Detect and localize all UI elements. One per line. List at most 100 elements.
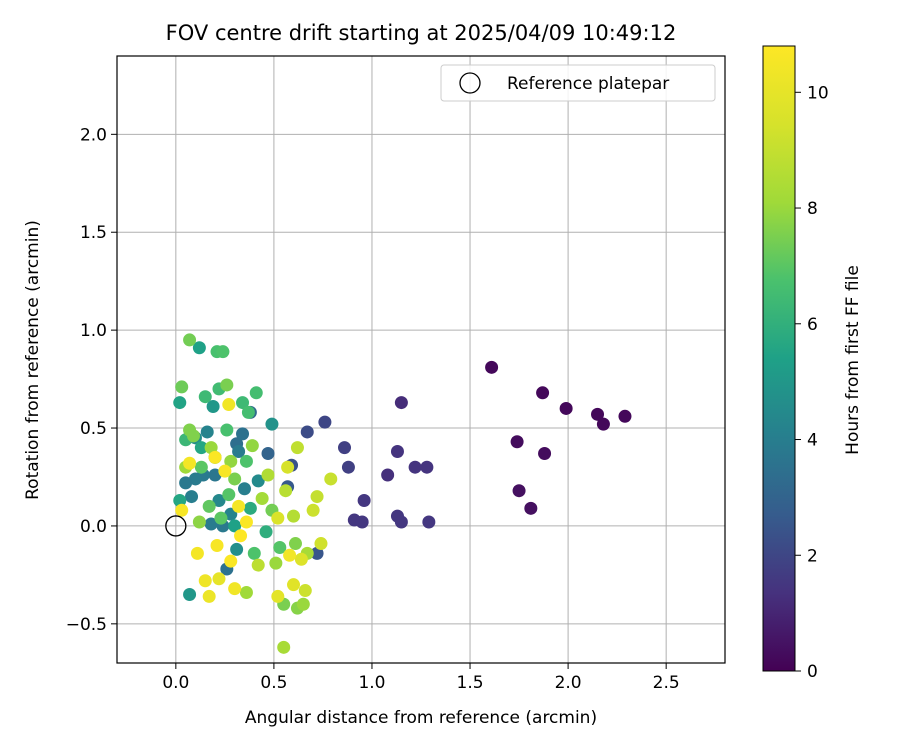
data-point: [394, 396, 408, 410]
data-point: [202, 589, 216, 603]
data-point: [251, 474, 265, 488]
data-point: [228, 472, 242, 486]
data-point: [232, 499, 246, 513]
colorbar-tick-label: 6: [807, 315, 818, 335]
data-point: [512, 484, 526, 498]
data-point: [271, 589, 285, 603]
data-point: [173, 396, 187, 410]
legend-box: [440, 64, 716, 102]
data-point: [224, 554, 238, 568]
data-point: [283, 548, 297, 562]
data-point: [216, 345, 230, 359]
data-point: [485, 360, 499, 374]
data-point: [261, 468, 275, 482]
data-point: [510, 435, 524, 449]
data-point: [212, 572, 226, 586]
data-point: [357, 493, 371, 507]
data-point: [310, 546, 324, 560]
x-axis-label: Angular distance from reference (arcmin): [245, 708, 597, 728]
data-point: [524, 501, 538, 515]
colorbar-tick-label: 4: [807, 431, 818, 451]
y-tick-label: 0.5: [80, 419, 107, 439]
data-point: [241, 405, 255, 419]
data-point: [408, 460, 422, 474]
data-point: [183, 333, 197, 347]
colorbar-tick-label: 0: [807, 662, 818, 682]
data-point: [194, 441, 208, 455]
data-point: [208, 450, 222, 464]
data-point: [261, 446, 275, 460]
data-point: [381, 468, 395, 482]
data-point: [536, 386, 550, 400]
x-tick-label: 0.0: [162, 673, 189, 693]
data-point: [290, 441, 304, 455]
data-point: [273, 540, 287, 554]
y-tick-label: 0.0: [80, 517, 107, 537]
data-point: [198, 574, 212, 588]
data-point: [237, 482, 251, 496]
data-point: [194, 460, 208, 474]
data-point: [247, 546, 261, 560]
data-point: [183, 587, 197, 601]
data-point: [210, 539, 224, 553]
data-point: [206, 399, 220, 413]
data-point: [306, 503, 320, 517]
y-axis-label: Rotation from reference (arcmin): [23, 220, 43, 500]
data-point: [559, 401, 573, 415]
y-tick-label: 1.0: [80, 321, 107, 341]
data-point: [222, 398, 236, 412]
data-point: [204, 441, 218, 455]
colorbar-tick-label: 2: [807, 546, 818, 566]
x-tick-label: 1.5: [457, 673, 484, 693]
data-point: [186, 429, 200, 443]
data-point: [175, 380, 189, 394]
data-point: [324, 472, 338, 486]
data-point: [212, 493, 226, 507]
data-point: [190, 546, 204, 560]
data-point: [310, 490, 324, 504]
data-point: [236, 396, 250, 410]
data-point: [218, 464, 232, 478]
colorbar-tick-label: 10: [807, 83, 829, 103]
data-point: [294, 552, 308, 566]
data-point: [175, 503, 189, 517]
data-point: [234, 529, 248, 543]
data-point: [300, 425, 314, 439]
data-point: [222, 488, 236, 502]
x-tick-label: 2.0: [555, 673, 582, 693]
data-point: [287, 509, 301, 523]
colorbar-label: Hours from first FF file: [843, 265, 863, 455]
reference-marker: [165, 515, 187, 537]
data-point: [314, 537, 328, 551]
data-point: [591, 407, 605, 421]
plot-frame: [116, 55, 726, 664]
data-point: [220, 423, 234, 437]
y-tick-label: 1.5: [80, 223, 107, 243]
data-point: [230, 542, 244, 556]
y-tick-label: −0.5: [66, 615, 107, 635]
data-point: [618, 409, 632, 423]
data-point: [420, 460, 434, 474]
legend: Reference platepar: [440, 64, 716, 102]
data-point: [255, 492, 269, 506]
data-point: [249, 386, 263, 400]
data-point: [200, 425, 214, 439]
data-point: [251, 558, 265, 572]
data-point: [538, 446, 552, 460]
data-point: [318, 415, 332, 429]
data-point: [179, 476, 193, 490]
y-axis-ticks: −0.5 0.0 0.5 1.0 1.5 2.0: [66, 125, 117, 635]
data-point: [214, 511, 228, 525]
data-points: [173, 333, 632, 654]
data-point: [355, 515, 369, 529]
x-tick-label: 1.0: [358, 673, 385, 693]
colorbar-ticks: 0 2 4 6 8 10: [795, 83, 829, 682]
data-point: [394, 515, 408, 529]
data-point: [192, 341, 206, 355]
colorbar-gradient: [762, 45, 796, 672]
data-point: [239, 586, 253, 600]
data-point: [220, 378, 234, 392]
reference-point: [165, 515, 187, 537]
data-point: [228, 519, 242, 533]
chart-title: FOV centre drift starting at 2025/04/09 …: [166, 21, 677, 45]
